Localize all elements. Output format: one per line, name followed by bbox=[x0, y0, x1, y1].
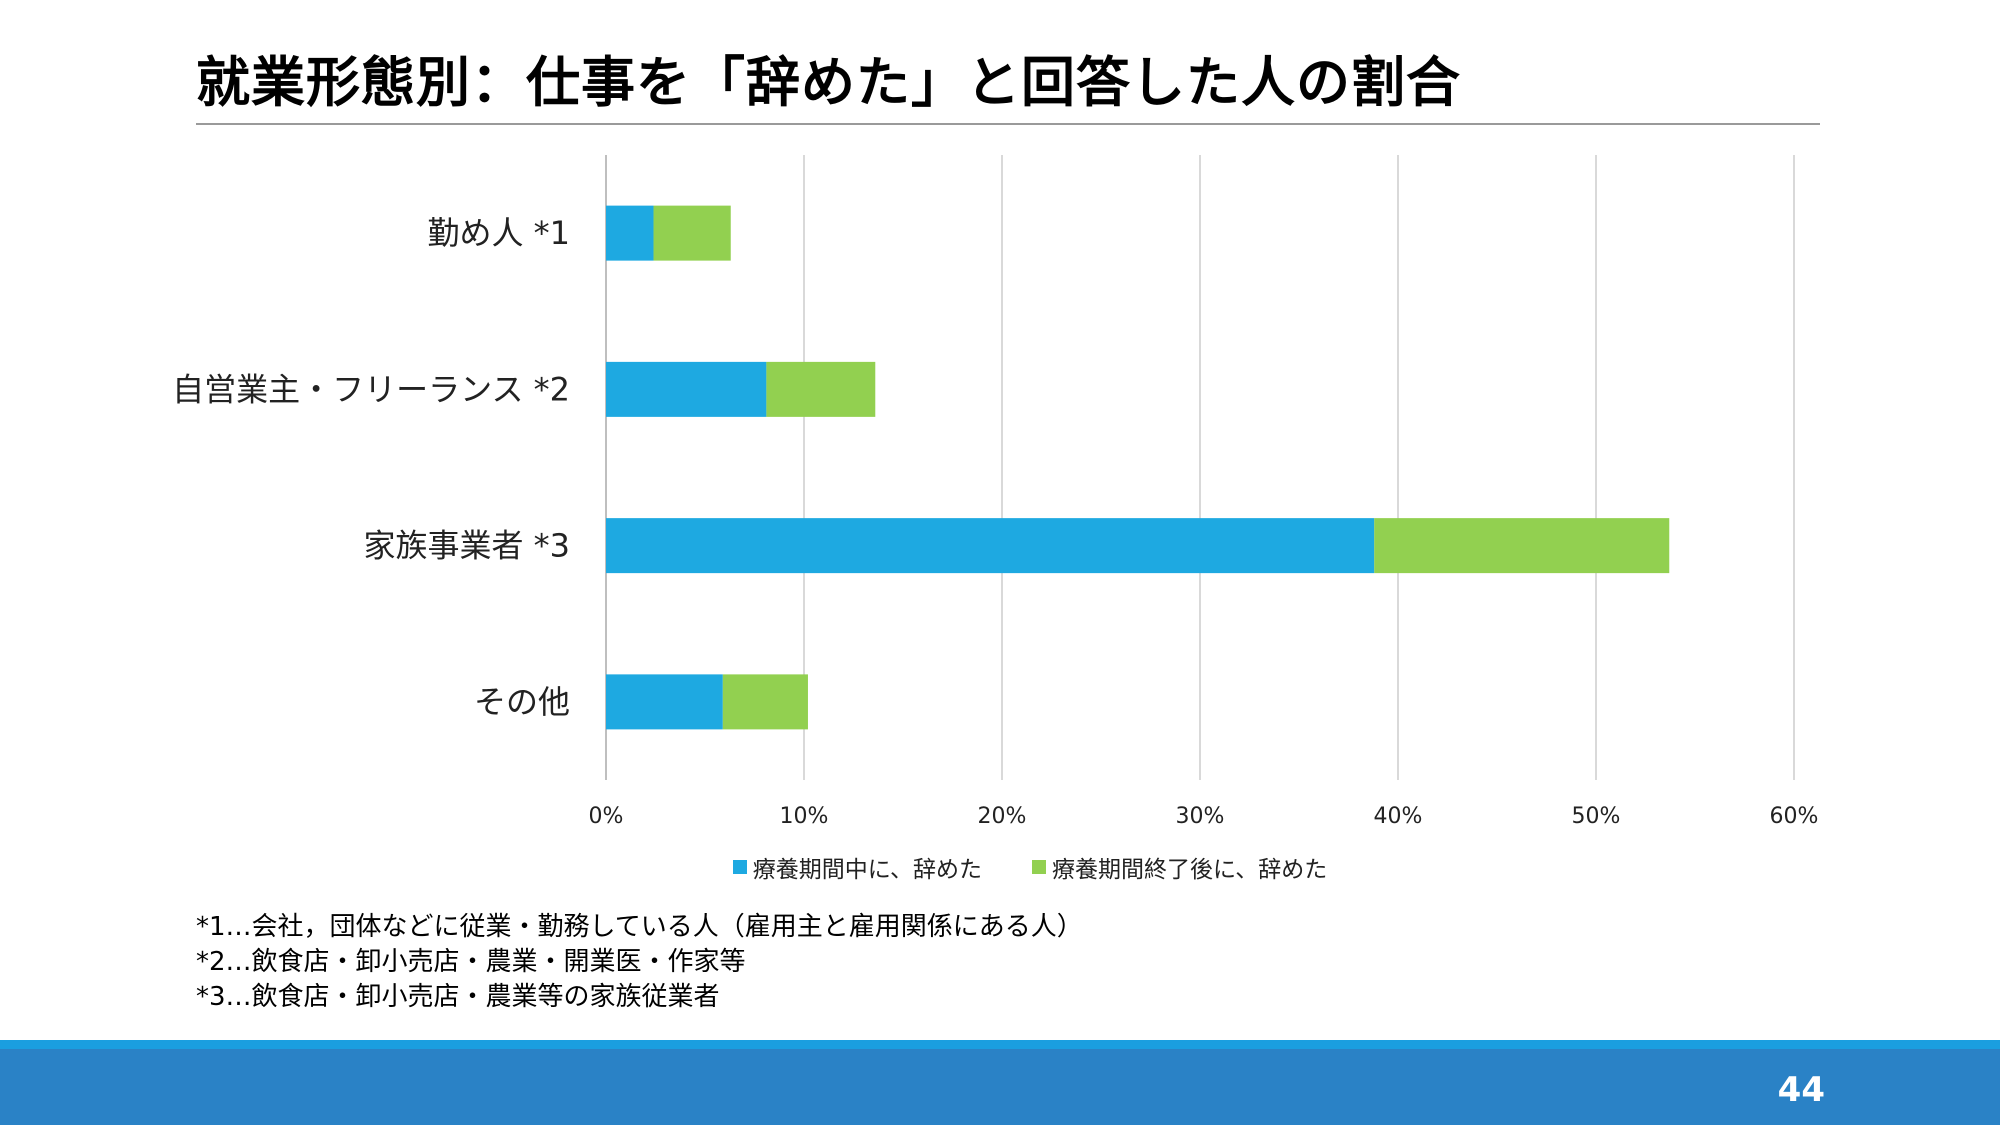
bar-segment-after bbox=[653, 205, 731, 261]
legend-swatch-during bbox=[732, 860, 747, 874]
bar-segment-during bbox=[606, 674, 723, 730]
title-divider bbox=[196, 123, 1820, 125]
bar-segment-after bbox=[1374, 518, 1670, 574]
category-label: 家族事業者 *3 bbox=[363, 527, 570, 565]
category-label: 自営業主・フリーランス *2 bbox=[172, 370, 570, 408]
slide-title: 就業形態別：仕事を「辞めた」と回答した人の割合 bbox=[196, 51, 1461, 114]
legend-swatch-after bbox=[1032, 860, 1046, 874]
footer-accent-line bbox=[0, 1040, 2000, 1049]
x-tick-label: 60% bbox=[1770, 804, 1819, 829]
x-tick-label: 10% bbox=[780, 804, 829, 829]
x-tick-label: 20% bbox=[978, 804, 1027, 829]
footnote-3: *3…飲食店・卸小売店・農業等の家族従業者 bbox=[196, 982, 720, 1012]
bar-segment-during bbox=[606, 361, 767, 417]
stacked-bar-chart: 勤め人 *1 自営業主・フリーランス *2 家族事業者 *3 その他 0% 10% 20%… bbox=[172, 155, 1819, 829]
page-number: 44 bbox=[1777, 1070, 1825, 1110]
chart-legend: 療養期間中に、辞めた 療養期間終了後に、辞めた bbox=[0, 852, 2000, 883]
legend-item-during: 療養期間中に、辞めた bbox=[732, 852, 982, 883]
x-tick-label: 0% bbox=[589, 804, 624, 829]
footnote-1: *1…会社，団体などに従業・勤務している人（雇用主と雇用関係にある人） bbox=[196, 912, 1083, 942]
legend-item-after: 療養期間終了後に、辞めた bbox=[1032, 852, 1328, 883]
legend-label-during: 療養期間中に、辞めた bbox=[752, 857, 982, 883]
bar-segment-after bbox=[766, 361, 876, 417]
category-labels: 勤め人 *1 自営業主・フリーランス *2 家族事業者 *3 その他 bbox=[172, 214, 570, 721]
bar-segment-during bbox=[606, 518, 1375, 574]
x-tick-label: 50% bbox=[1572, 804, 1621, 829]
category-label: その他 bbox=[474, 683, 570, 721]
x-tick-label: 40% bbox=[1374, 804, 1423, 829]
bars bbox=[606, 205, 1670, 730]
bar-segment-after bbox=[722, 674, 808, 730]
x-tick-labels: 0% 10% 20% 30% 40% 50% 60% bbox=[589, 804, 1819, 829]
footnote-2: *2…飲食店・卸小売店・農業・開業医・作家等 bbox=[196, 947, 746, 977]
category-label: 勤め人 *1 bbox=[427, 214, 570, 252]
x-tick-label: 30% bbox=[1176, 804, 1225, 829]
footer-band bbox=[0, 1049, 2000, 1125]
bar-segment-during bbox=[606, 205, 654, 261]
legend-label-after: 療養期間終了後に、辞めた bbox=[1052, 857, 1328, 883]
footnotes: *1…会社，団体などに従業・勤務している人（雇用主と雇用関係にある人） *2…飲… bbox=[196, 910, 1083, 1015]
